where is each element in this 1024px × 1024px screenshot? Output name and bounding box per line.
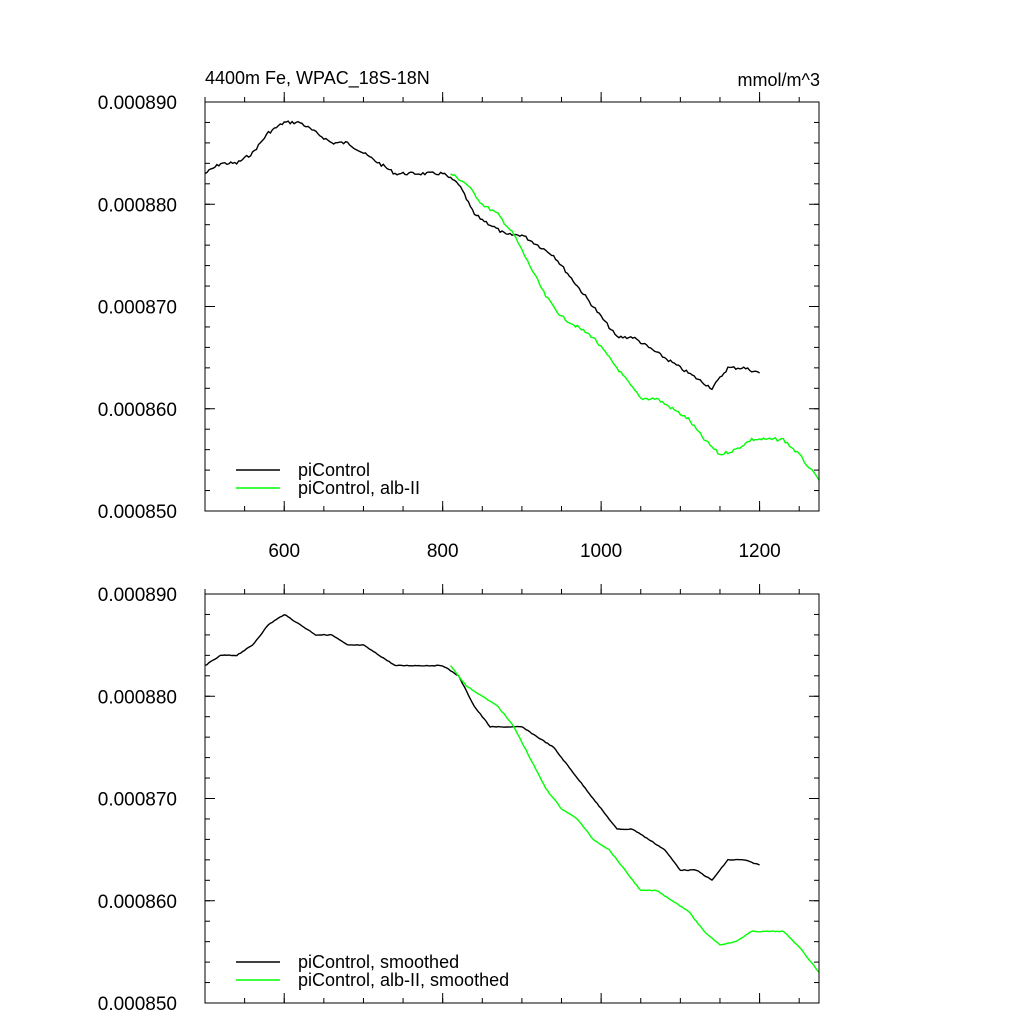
x-tick-label: 1000 <box>580 541 622 562</box>
x-tick-label: 1200 <box>738 541 780 562</box>
legend-label-1: piControl, alb-II, smoothed <box>298 970 509 990</box>
y-tick-label: 0.000860 <box>98 892 177 913</box>
top-series-line-0 <box>204 120 760 391</box>
y-tick-label: 0.000870 <box>98 298 177 319</box>
y-tick-label: 0.000890 <box>98 585 177 606</box>
top-chart-panel: 4400m Fe, WPAC_18S-18N mmol/m^3 0.000850… <box>98 68 820 562</box>
legend-label-0: piControl, smoothed <box>298 952 459 972</box>
bottom-chart-panel: 0.000850 0.000860 0.000870 0.000880 0.000890… <box>98 584 820 1015</box>
legend-label-1: piControl, alb-II <box>298 478 420 498</box>
bottom-series-line-0 <box>204 614 760 882</box>
top-plot-frame <box>204 101 820 512</box>
chart-title-units: mmol/m^3 <box>738 70 820 90</box>
top-series-line-1 <box>450 173 820 481</box>
y-tick-label: 0.000890 <box>98 93 177 114</box>
y-tick-label: 0.000860 <box>98 400 177 421</box>
y-tick-label: 0.000880 <box>98 687 177 708</box>
chart-title-left: 4400m Fe, WPAC_18S-18N <box>205 68 430 89</box>
y-tick-label: 0.000870 <box>98 790 177 811</box>
y-tick-label: 0.000880 <box>98 195 177 216</box>
bottom-series-line-1 <box>450 665 820 973</box>
y-tick-label: 0.000850 <box>98 502 177 523</box>
y-tick-label: 0.000850 <box>98 994 177 1015</box>
x-tick-label: 600 <box>268 541 300 562</box>
legend-label-0: piControl <box>298 460 370 480</box>
x-tick-label: 800 <box>427 541 459 562</box>
bottom-plot-frame <box>204 593 820 1004</box>
